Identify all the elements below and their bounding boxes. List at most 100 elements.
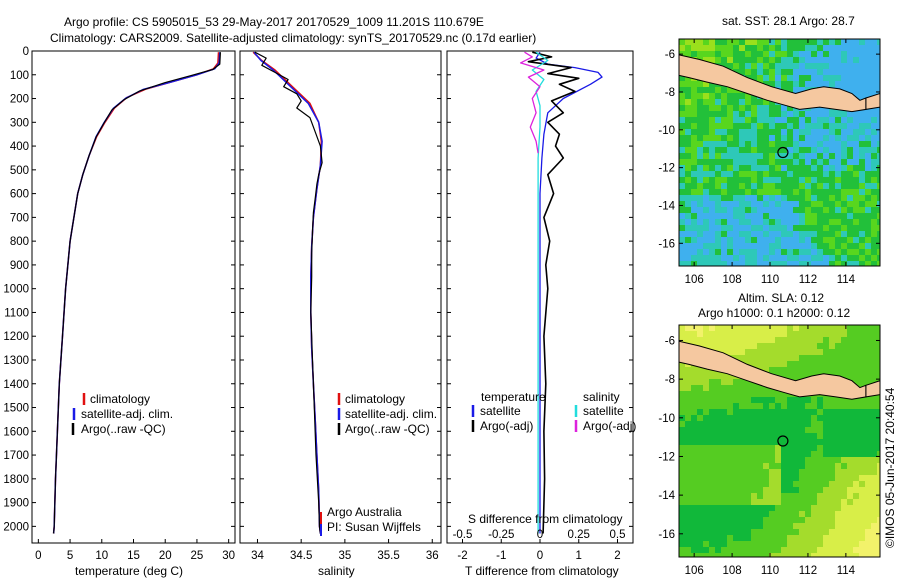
map-cell (703, 469, 710, 476)
map-cell (853, 243, 860, 250)
map-cell (823, 355, 830, 362)
map-cell (817, 159, 824, 166)
map-cell (697, 195, 704, 202)
y-tick-label: -12 (658, 163, 675, 175)
map-cell (859, 523, 866, 530)
map-cell (799, 523, 806, 530)
map-cell (709, 457, 716, 464)
map-cell (787, 69, 794, 76)
map-cell (823, 481, 830, 488)
map-cell (691, 421, 698, 428)
map-cell (823, 349, 830, 356)
map-cell (685, 159, 692, 166)
map-cell (835, 231, 842, 238)
map-cell (745, 93, 752, 100)
map-cell (793, 45, 800, 52)
map-cell (865, 39, 872, 46)
map-cell (847, 177, 854, 184)
map-cell (865, 439, 872, 446)
map-cell (739, 141, 746, 148)
map-cell (775, 343, 782, 350)
x-tick-label: 25 (191, 550, 204, 562)
map-cell (793, 219, 800, 226)
map-cell (769, 505, 776, 512)
map-cell (853, 249, 860, 256)
map-cell (853, 511, 860, 518)
map-cell (847, 87, 854, 94)
map-cell (715, 325, 722, 332)
map-cell (775, 415, 782, 422)
map-cell (757, 165, 764, 172)
map-cell (703, 237, 710, 244)
map-cell (727, 331, 734, 338)
map-cell (793, 535, 800, 542)
map-cell (733, 129, 740, 136)
map-cell (745, 219, 752, 226)
map-cell (847, 325, 854, 332)
map-cell (799, 75, 806, 82)
map-cell (697, 39, 704, 46)
map-cell (799, 213, 806, 220)
x-tick-label: 20 (159, 550, 172, 562)
map-cell (823, 135, 830, 142)
map-cell (823, 541, 830, 548)
map-cell (751, 409, 758, 416)
map-cell (841, 553, 848, 557)
map-cell (775, 207, 782, 214)
map-cell (727, 337, 734, 344)
map-cell (781, 457, 788, 464)
map-cell (781, 195, 788, 202)
map-cell (829, 225, 836, 232)
map-cell (829, 195, 836, 202)
map-cell (739, 261, 746, 266)
map-cell (703, 207, 710, 214)
map-cell (847, 129, 854, 136)
map-cell (853, 493, 860, 500)
map-cell (817, 331, 824, 338)
map-cell (811, 189, 818, 196)
map-cell (829, 51, 836, 58)
map-cell (775, 255, 782, 262)
map-cell (751, 207, 758, 214)
map-cell (703, 243, 710, 250)
map-cell (787, 111, 794, 118)
map-cell (835, 541, 842, 548)
map-cell (733, 225, 740, 232)
map-cell (751, 261, 758, 266)
map-cell (727, 439, 734, 446)
map-cell (721, 39, 728, 46)
map-cell (805, 51, 812, 58)
map-cell (733, 99, 740, 106)
map-cell (679, 93, 686, 100)
map-cell (793, 355, 800, 362)
map-cell (811, 541, 818, 548)
map-cell (817, 541, 824, 548)
map-cell (829, 331, 836, 338)
map-cell (775, 117, 782, 124)
map-cell (799, 373, 806, 380)
map-cell (679, 421, 686, 428)
map-cell (871, 421, 878, 428)
map-cell (691, 523, 698, 530)
map-cell (715, 111, 722, 118)
map-cell (763, 415, 770, 422)
map-cell (781, 231, 788, 238)
map-cell (835, 403, 842, 410)
map-cell (859, 45, 866, 52)
map-cell (787, 183, 794, 190)
map-cell (811, 403, 818, 410)
map-cell (685, 529, 692, 536)
map-cell (691, 165, 698, 172)
imos-credit: ©IMOS 05-Jun-2017 20:40:54 (883, 387, 897, 548)
map-cell (703, 505, 710, 512)
map-cell (715, 511, 722, 518)
map-cell (841, 451, 848, 458)
map-cell (751, 529, 758, 536)
map-cell (871, 111, 878, 118)
map-cell (787, 475, 794, 482)
map-cell (691, 409, 698, 416)
map-cell (829, 337, 836, 344)
y-tick-label: 200 (10, 94, 29, 106)
map-cell (697, 159, 704, 166)
map-cell (733, 249, 740, 256)
